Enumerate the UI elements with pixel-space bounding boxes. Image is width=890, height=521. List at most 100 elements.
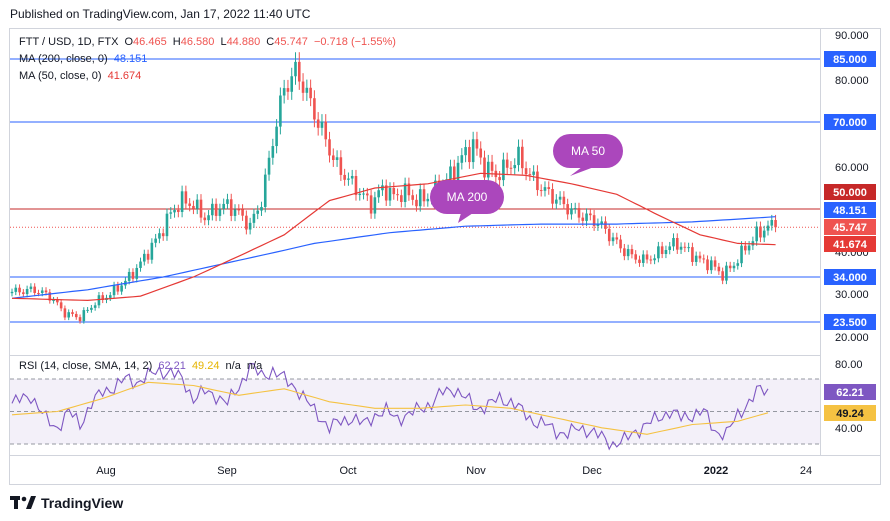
candle-body (211, 203, 214, 216)
candle-body (93, 305, 97, 308)
candle-body (90, 307, 93, 310)
candle-body (710, 260, 713, 271)
candle-body (263, 174, 267, 208)
candle-body (161, 233, 165, 237)
candle-body (37, 292, 40, 294)
candle-body (316, 119, 320, 128)
candle-body (755, 226, 758, 242)
candle-body (736, 263, 740, 266)
candle-body (392, 187, 396, 195)
y-tick-label: 90.000 (835, 30, 869, 42)
candle-body (112, 285, 116, 296)
candle-body (449, 166, 452, 180)
candle-body (740, 245, 743, 264)
candle-body (604, 221, 607, 229)
candle-body (309, 87, 312, 99)
ma200-legend-label: MA (200, close, 0) (19, 53, 108, 65)
candle-body (418, 189, 422, 207)
ma50-callout-pointer (570, 167, 594, 176)
candle-body (158, 233, 161, 239)
candle-body (600, 221, 603, 224)
candle-body (165, 213, 169, 237)
candle-body (267, 157, 271, 175)
rsi-badge-label: 62.21 (836, 387, 864, 399)
price-badge (824, 314, 876, 330)
candle-body (585, 213, 588, 221)
candle-body (131, 271, 135, 279)
y-tick-label: 80.000 (835, 75, 869, 87)
candle-body (774, 220, 777, 228)
candle-body (626, 249, 630, 257)
candle-body (78, 317, 82, 322)
candle-body (33, 286, 36, 293)
candle-body (396, 194, 399, 196)
candle-body (539, 190, 543, 192)
candle-body (203, 217, 207, 221)
ma50-line (11, 172, 776, 302)
candle-body (245, 215, 248, 230)
change-value: −0.718 (−1.55%) (313, 36, 396, 48)
candle-body (135, 267, 139, 279)
ma50-callout-label: MA 50 (571, 144, 605, 158)
candle-body (713, 260, 717, 267)
candle-body (71, 312, 74, 314)
candle-body (483, 157, 486, 178)
candle-body (664, 249, 668, 254)
candle-body (40, 290, 44, 294)
candle-body (581, 217, 585, 221)
candle-body (452, 166, 456, 181)
candle-body (615, 237, 619, 240)
rsi-ma-line (11, 381, 769, 435)
candle-body (744, 245, 747, 251)
rsi-legend-value: 62.21 (158, 360, 186, 372)
candle-body (116, 285, 120, 292)
rsi-legend-label: RSI (14, close, SMA, 14, 2) (19, 360, 153, 372)
candle-body (611, 237, 615, 242)
candle-body (532, 171, 535, 175)
candle-body (373, 197, 377, 214)
candle-body (384, 185, 388, 201)
candle-body (22, 292, 25, 295)
price-badge-label: 70.000 (833, 117, 867, 129)
rsi-na-1: n/a (225, 360, 241, 372)
candle-body (335, 157, 339, 160)
tradingview-footer: TradingView (10, 495, 123, 511)
candle-body (596, 223, 600, 226)
price-badge (824, 184, 876, 200)
candle-body (543, 187, 547, 191)
candle-body (169, 212, 173, 214)
candle-body (339, 157, 343, 175)
candle-body (67, 312, 70, 318)
candle-body (766, 225, 770, 231)
ohlc-high-key: H (172, 36, 181, 48)
candle-body (271, 146, 275, 158)
candle-body (683, 246, 687, 248)
candle-body (505, 159, 509, 168)
rsi-line (11, 362, 769, 451)
ohlc-close-key: C (266, 36, 275, 48)
candle-body (222, 203, 225, 209)
ma200-callout-pointer (458, 213, 473, 223)
candle-body (354, 175, 358, 196)
candle-body (52, 300, 55, 302)
ohlc-open-key: O (124, 36, 134, 48)
ma200-callout-bubble (430, 180, 504, 214)
candle-body (721, 271, 724, 281)
price-badge-label: 85.000 (833, 54, 867, 66)
candle-body (82, 310, 86, 322)
candle-body (48, 292, 52, 301)
published-caption: Published on TradingView.com, Jan 17, 20… (10, 7, 311, 21)
candle-body (422, 189, 426, 202)
candle-body (180, 191, 184, 212)
price-badge (824, 51, 876, 67)
y-tick-label: 30.000 (835, 289, 869, 301)
candle-body (653, 258, 656, 261)
y-tick-label: 20.000 (835, 332, 869, 344)
candle-body (400, 195, 403, 202)
candle-body (468, 147, 471, 163)
brand-name: TradingView (41, 495, 124, 511)
candle-body (562, 196, 566, 205)
price-badge (824, 236, 876, 252)
candle-body (297, 61, 301, 82)
